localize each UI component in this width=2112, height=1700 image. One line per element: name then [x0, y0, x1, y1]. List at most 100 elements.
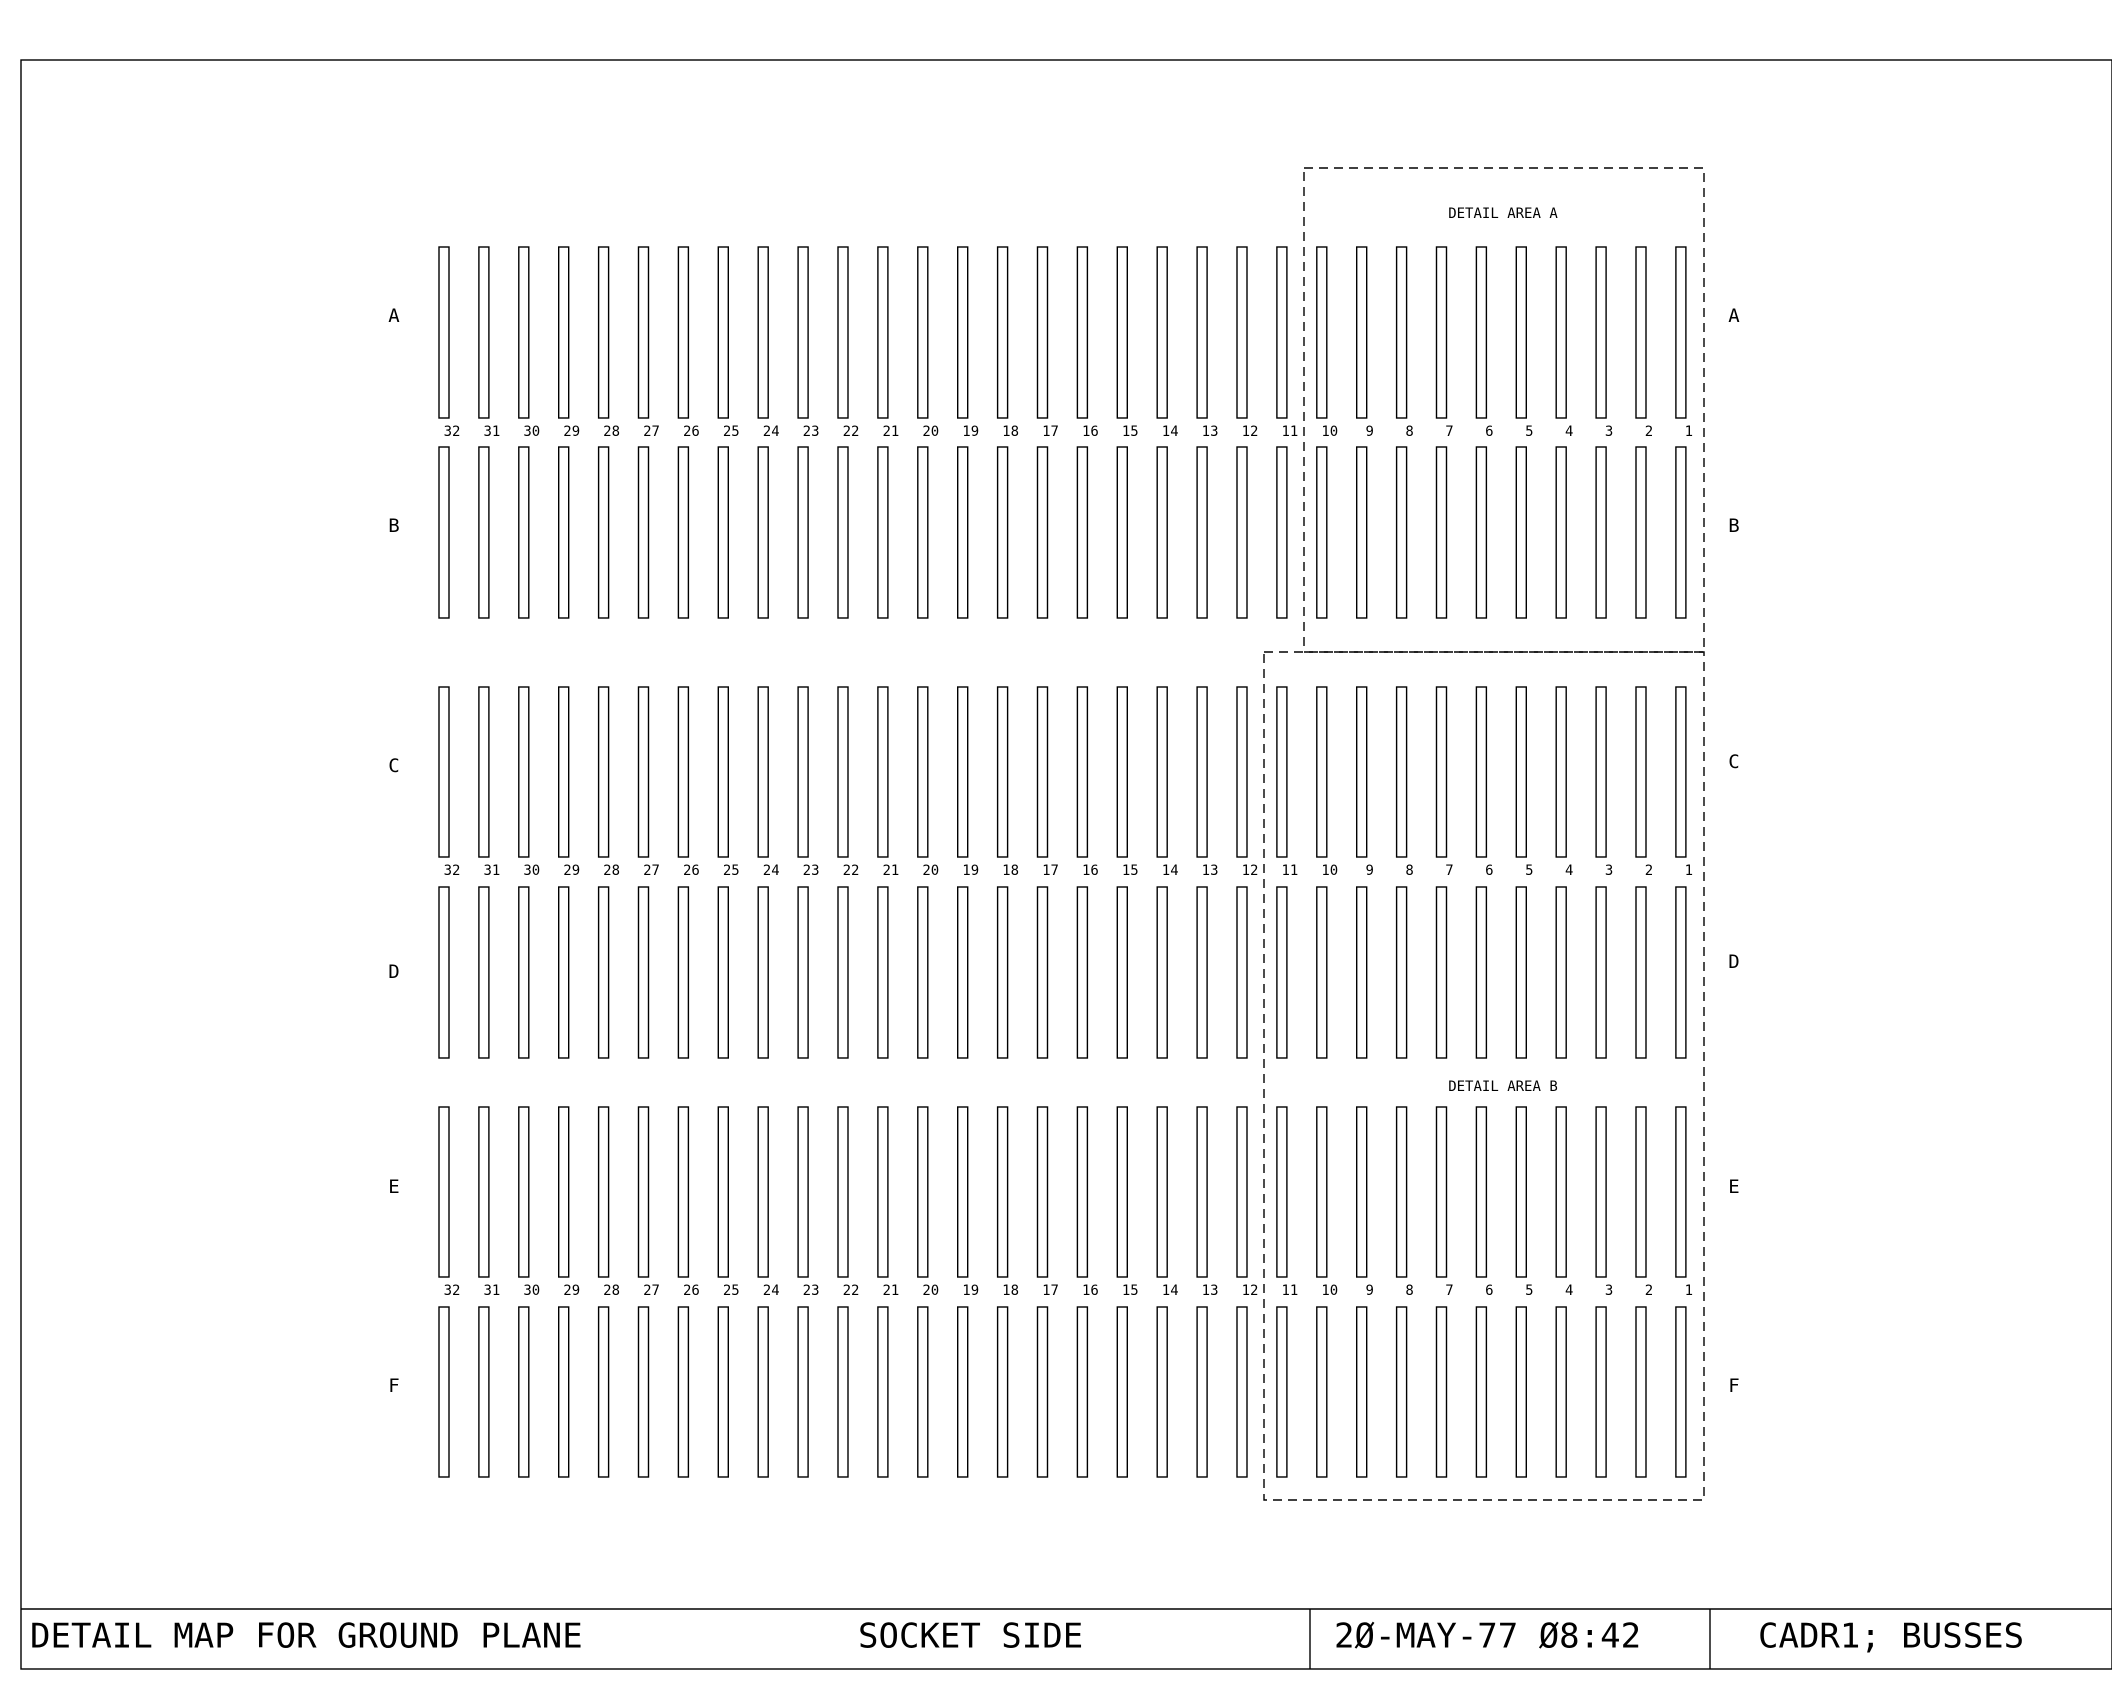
column-number-ef-8: 8 [1405, 1283, 1413, 1299]
column-number-ef-20: 20 [922, 1283, 939, 1299]
title-sheet: CADR1; BUSSES [1758, 1617, 2024, 1657]
slot-a-20 [917, 246, 929, 419]
slot-c-3 [1595, 686, 1607, 858]
column-number-ef-7: 7 [1445, 1283, 1453, 1299]
column-number-ef-28: 28 [603, 1283, 620, 1299]
slot-d-22 [837, 886, 849, 1059]
slot-b-9 [1355, 446, 1368, 619]
column-number-ab-26: 26 [683, 424, 700, 440]
slot-b-26 [677, 446, 690, 619]
column-number-ab-6: 6 [1485, 424, 1493, 440]
slot-b-7 [1435, 446, 1448, 619]
column-number-ef-31: 31 [483, 1283, 500, 1299]
column-number-ab-32: 32 [444, 424, 461, 440]
slot-a-27 [637, 246, 650, 419]
slot-d-7 [1435, 886, 1448, 1059]
slot-c-32 [438, 686, 450, 858]
slot-f-28 [597, 1306, 610, 1478]
column-number-ef-3: 3 [1605, 1283, 1613, 1299]
slot-c-26 [677, 686, 690, 858]
slot-c-21 [877, 686, 889, 858]
slot-e-24 [757, 1106, 769, 1278]
detail-area-b-label: DETAIL AREA B [1448, 1079, 1558, 1095]
slot-e-32 [438, 1106, 450, 1278]
column-number-ef-4: 4 [1565, 1283, 1573, 1299]
column-number-ef-15: 15 [1122, 1283, 1139, 1299]
slot-b-21 [877, 446, 889, 619]
slot-d-16 [1076, 886, 1089, 1059]
slot-f-22 [837, 1306, 849, 1478]
slot-f-11 [1276, 1306, 1288, 1478]
title-side: SOCKET SIDE [858, 1617, 1083, 1657]
column-number-cd-1: 1 [1685, 863, 1693, 879]
slot-f-14 [1156, 1306, 1168, 1478]
column-number-ef-30: 30 [523, 1283, 540, 1299]
slot-c-16 [1076, 686, 1089, 858]
slot-d-1 [1675, 886, 1687, 1059]
slot-b-23 [797, 446, 809, 619]
slot-a-19 [957, 246, 969, 419]
slot-e-17 [1036, 1106, 1049, 1278]
slot-d-21 [877, 886, 889, 1059]
detail-area-b-box [1263, 651, 1705, 1501]
column-number-ef-22: 22 [843, 1283, 860, 1299]
column-number-cd-6: 6 [1485, 863, 1493, 879]
column-number-ef-11: 11 [1281, 1283, 1298, 1299]
slot-e-5 [1515, 1106, 1528, 1278]
column-number-ef-23: 23 [803, 1283, 820, 1299]
slot-c-18 [996, 686, 1009, 858]
slot-a-9 [1355, 246, 1368, 419]
slot-d-31 [478, 886, 490, 1059]
column-number-cd-3: 3 [1605, 863, 1613, 879]
slot-f-19 [957, 1306, 969, 1478]
slot-c-25 [717, 686, 729, 858]
slot-a-1 [1675, 246, 1687, 419]
column-number-ab-10: 10 [1321, 424, 1338, 440]
slot-b-32 [438, 446, 450, 619]
column-number-ab-3: 3 [1605, 424, 1613, 440]
column-number-ef-10: 10 [1321, 1283, 1338, 1299]
column-number-ab-31: 31 [483, 424, 500, 440]
column-number-ab-27: 27 [643, 424, 660, 440]
slot-b-15 [1116, 446, 1129, 619]
column-number-cd-15: 15 [1122, 863, 1139, 879]
column-number-ef-6: 6 [1485, 1283, 1493, 1299]
column-number-ab-20: 20 [922, 424, 939, 440]
column-number-ab-22: 22 [843, 424, 860, 440]
slot-e-9 [1355, 1106, 1368, 1278]
column-number-cd-7: 7 [1445, 863, 1453, 879]
column-number-ef-27: 27 [643, 1283, 660, 1299]
column-number-cd-2: 2 [1645, 863, 1653, 879]
slot-a-8 [1395, 246, 1408, 419]
column-number-cd-8: 8 [1405, 863, 1413, 879]
slot-f-7 [1435, 1306, 1448, 1478]
slot-b-30 [518, 446, 530, 619]
slot-d-25 [717, 886, 729, 1059]
slot-e-18 [996, 1106, 1009, 1278]
slot-d-18 [996, 886, 1009, 1059]
slot-d-14 [1156, 886, 1168, 1059]
slot-a-32 [438, 246, 450, 419]
slot-e-12 [1236, 1106, 1248, 1278]
column-number-ef-25: 25 [723, 1283, 740, 1299]
row-label-a-left: A [388, 305, 400, 327]
slot-b-25 [717, 446, 729, 619]
slot-f-8 [1395, 1306, 1408, 1478]
slot-e-2 [1635, 1106, 1647, 1278]
column-number-ef-14: 14 [1162, 1283, 1179, 1299]
slot-b-12 [1236, 446, 1248, 619]
column-number-ef-17: 17 [1042, 1283, 1059, 1299]
column-number-ab-29: 29 [563, 424, 580, 440]
slot-b-2 [1635, 446, 1647, 619]
slot-c-20 [917, 686, 929, 858]
row-label-d-right: D [1728, 951, 1739, 973]
column-number-ef-19: 19 [962, 1283, 979, 1299]
slot-d-23 [797, 886, 809, 1059]
column-number-ef-26: 26 [683, 1283, 700, 1299]
column-number-ab-8: 8 [1405, 424, 1413, 440]
slot-a-28 [597, 246, 610, 419]
slot-a-11 [1276, 246, 1288, 419]
slot-a-13 [1196, 246, 1208, 419]
slot-e-6 [1475, 1106, 1488, 1278]
column-number-ef-5: 5 [1525, 1283, 1533, 1299]
